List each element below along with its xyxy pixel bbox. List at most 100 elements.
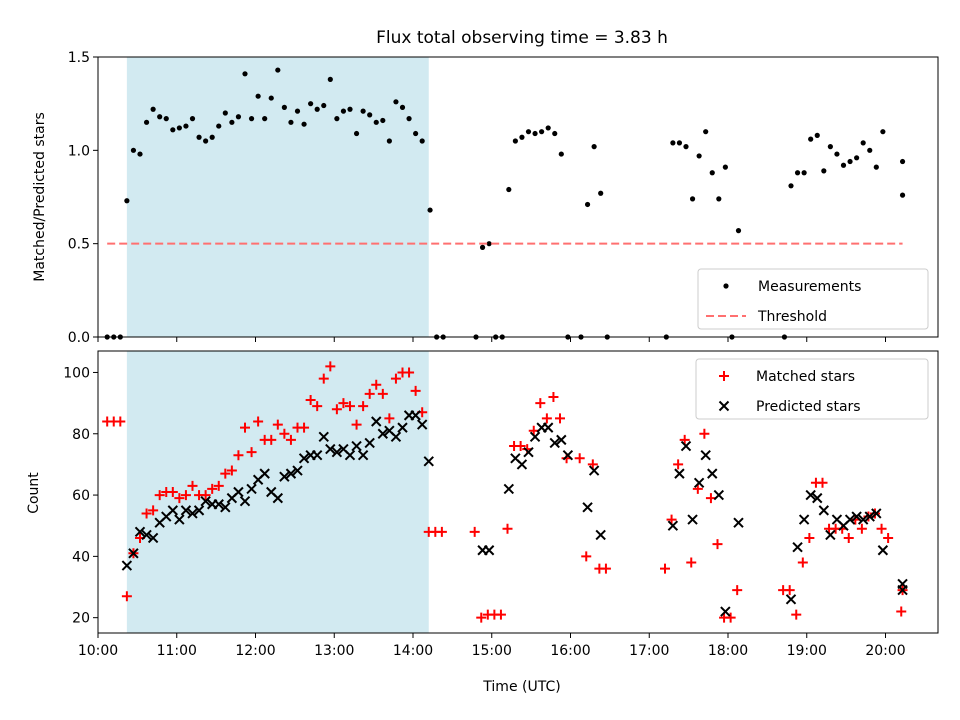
top-series0-point-12 [183,123,189,129]
bottom-series0-point-73 [666,514,677,525]
bottom-series1-point-24 [279,471,290,482]
top-series0-point-31 [308,101,314,107]
bottom-series1-point-18 [239,495,251,507]
bottom-series1-point-34 [344,450,356,461]
top-series0-point-60 [525,129,532,135]
bottom-series1-point-53 [529,431,541,443]
bottom-legend-box [695,358,929,420]
top-series0-point-63 [545,125,551,131]
bottom-series1-point-45 [416,419,428,430]
bottom-y-tick-label-3: 80 [72,427,90,443]
top-series0-point-77 [696,153,702,159]
bottom-series1-point-71 [733,517,744,528]
bottom-series0-point-78 [699,428,710,439]
bottom-series0-point-56 [495,609,506,620]
top-y-tick-label-1: 0.5 [68,237,90,253]
bottom-legend-swatch-1 [718,400,730,412]
bottom-y-tick-label-1: 40 [72,549,90,565]
bottom-series0-point-43 [384,413,395,424]
bottom-series1-point-25 [285,468,297,479]
bottom-series0-point-100 [883,532,894,543]
bottom-series0-point-80 [712,539,723,550]
bottom-series0-point-44 [390,373,401,384]
bottom-series1-point-65 [687,514,698,525]
bottom-series0-point-3 [121,591,132,602]
bottom-series0-point-30 [299,422,310,433]
top-series0-point-44 [393,99,399,105]
chart-title: Flux total observing time = 3.83 h [376,28,668,48]
bottom-series1-point-2 [134,526,146,538]
bottom-series0-point-96 [856,523,867,534]
bottom-series0-point-52 [469,526,480,537]
top-series0-point-68 [584,201,591,208]
bottom-y-axis-label: Count [26,472,42,514]
bottom-series1-point-7 [167,505,179,516]
top-series0-point-35 [334,116,340,122]
bottom-series0-point-88 [804,532,815,543]
bottom-series1-point-73 [792,541,803,553]
bottom-series0-point-17 [213,480,224,491]
top-series0-point-8 [157,114,163,120]
top-series0-point-87 [801,170,807,176]
bottom-series1-point-66 [693,477,705,489]
top-series0-point-76 [689,196,696,202]
top-series0-point-92 [834,151,840,157]
bottom-series0-point-41 [371,379,382,390]
top-series0-point-90 [821,168,827,174]
top-series0-point-69 [591,144,597,150]
bottom-series1-point-0 [121,560,133,571]
bottom-series0-point-79 [705,493,716,504]
bottom-series1-point-35 [351,440,362,452]
top-series0-point-62 [539,129,545,135]
top-series0-point-100 [899,158,906,165]
top-series0-point-16 [209,134,215,140]
top-legend-label-1: Threshold [757,309,827,325]
bottom-series0-point-77 [692,483,703,494]
bottom-series1-point-31 [325,443,336,455]
bottom-x-tick-label-7: 17:00 [629,643,669,659]
bottom-series1-point-14 [213,499,224,510]
top-series0-point-91 [827,144,833,150]
top-y-tick-label-0: 0.0 [68,330,90,346]
bottom-series0-point-23 [253,416,264,427]
bottom-series1-point-58 [562,450,574,461]
bottom-series0-point-47 [410,385,421,396]
bottom-series1-point-72 [785,594,797,605]
bottom-series1-point-23 [272,492,284,504]
top-series0-point-101 [899,192,906,198]
bottom-series0-point-101 [896,606,907,617]
bottom-series0-point-71 [600,563,611,574]
bottom-series0-point-31 [305,395,316,406]
bottom-series0-point-27 [279,428,290,439]
top-series0-point-97 [867,147,873,153]
bottom-x-tick-label-10: 20:00 [865,643,905,659]
bottom-series0-point-7 [148,505,159,516]
bottom-series1-point-32 [331,446,343,458]
top-series0-point-6 [143,119,150,125]
bottom-series1-point-41 [390,431,402,443]
bottom-series0-point-26 [272,419,283,430]
top-series0-point-54 [486,241,492,247]
bottom-series0-point-15 [200,490,211,501]
bottom-series1-point-44 [410,410,421,421]
top-series0-point-10 [170,127,176,133]
bottom-x-tick-label-6: 16:00 [550,643,590,659]
bottom-series1-point-30 [318,431,329,443]
bottom-series0-point-19 [226,465,237,476]
top-series0-point-26 [275,67,281,73]
bottom-series0-point-46 [404,367,415,378]
bottom-series0-point-34 [325,361,336,372]
top-series0-point-79 [709,170,715,176]
x-axis-label: Time (UTC) [482,679,560,695]
bottom-series1-point-11 [193,505,205,516]
top-series0-point-99 [880,129,886,135]
top-series0-point-70 [598,190,604,196]
bottom-series0-point-86 [791,609,802,620]
bottom-series1-point-70 [720,606,731,617]
bottom-series0-point-38 [351,419,362,430]
top-series0-point-65 [558,151,564,157]
bottom-series0-point-53 [476,612,487,623]
bottom-series0-point-20 [233,450,244,461]
bottom-series0-point-37 [345,401,355,412]
bottom-series1-point-29 [311,450,323,461]
